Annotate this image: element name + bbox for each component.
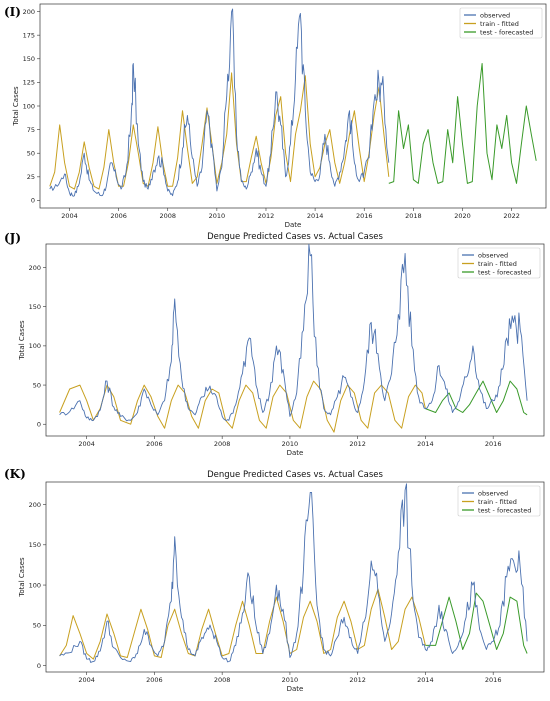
legend-label-train: train - fitted <box>480 20 519 28</box>
x-tick-label: 2010 <box>282 676 299 684</box>
x-tick-label: 2006 <box>110 212 127 220</box>
chart-title: Dengue Predicted Cases vs. Actual Cases <box>207 232 383 242</box>
series-line-observed <box>60 245 527 421</box>
x-axis-label: Date <box>285 221 302 229</box>
x-tick-label: 2006 <box>146 676 163 684</box>
y-tick-label: 100 <box>29 342 41 350</box>
legend-label-train: train - fitted <box>478 260 517 268</box>
x-tick-label: 2016 <box>485 676 502 684</box>
series-line-observed <box>60 484 527 663</box>
legend-label-test: test - forecasted <box>478 506 531 514</box>
x-tick-label: 2014 <box>417 440 434 448</box>
x-tick-label: 2008 <box>214 440 231 448</box>
x-tick-label: 2014 <box>417 676 434 684</box>
y-tick-label: 0 <box>37 421 41 429</box>
x-tick-label: 2010 <box>209 212 226 220</box>
legend-label-observed: observed <box>480 11 510 19</box>
panel-label: (I) <box>4 5 21 19</box>
series-line-train <box>60 381 426 432</box>
x-tick-label: 2016 <box>485 440 502 448</box>
x-tick-label: 2020 <box>454 212 471 220</box>
y-axis-label: Total Cases <box>18 320 26 361</box>
x-tick-label: 2016 <box>356 212 373 220</box>
x-tick-label: 2008 <box>214 676 231 684</box>
chart-panel-k: (K) Dengue Predicted Cases vs. Actual Cas… <box>4 467 544 693</box>
y-tick-label: 0 <box>37 662 41 670</box>
x-tick-label: 2006 <box>146 440 163 448</box>
x-tick-label: 2004 <box>61 212 78 220</box>
y-tick-label: 175 <box>23 31 35 39</box>
legend-label-train: train - fitted <box>478 498 517 506</box>
x-tick-label: 2008 <box>159 212 176 220</box>
x-tick-label: 2004 <box>78 440 95 448</box>
x-tick-label: 2014 <box>307 212 324 220</box>
y-tick-label: 200 <box>23 8 35 16</box>
legend-label-observed: observed <box>478 489 508 497</box>
y-tick-label: 150 <box>29 541 41 549</box>
legend-label-test: test - forecasted <box>478 268 531 276</box>
x-tick-label: 2010 <box>282 440 299 448</box>
legend-label-observed: observed <box>478 251 508 259</box>
series-line-test <box>425 593 527 653</box>
x-axis-label: Date <box>287 449 304 457</box>
x-axis-label: Date <box>287 685 304 693</box>
y-axis-label: Total Cases <box>12 86 20 127</box>
series-line-train <box>50 73 389 189</box>
y-tick-label: 50 <box>33 622 41 630</box>
y-tick-label: 100 <box>23 102 35 110</box>
y-tick-label: 0 <box>31 197 35 205</box>
y-tick-label: 100 <box>29 581 41 589</box>
y-tick-label: 50 <box>33 381 41 389</box>
panel-label: (J) <box>4 231 21 245</box>
y-tick-label: 200 <box>29 501 41 509</box>
x-tick-label: 2012 <box>349 676 366 684</box>
y-tick-label: 125 <box>23 79 35 87</box>
x-tick-label: 2004 <box>78 676 95 684</box>
series-line-test <box>389 64 536 184</box>
y-axis-label: Total Cases <box>18 557 26 598</box>
x-tick-label: 2012 <box>258 212 275 220</box>
chart-title: Dengue Predicted Cases vs. Actual Cases <box>207 470 383 480</box>
series-line-observed <box>50 9 389 196</box>
y-tick-label: 50 <box>27 150 35 158</box>
y-tick-label: 25 <box>27 173 35 181</box>
y-tick-label: 200 <box>29 264 41 272</box>
x-tick-label: 2018 <box>405 212 422 220</box>
x-tick-label: 2012 <box>349 440 366 448</box>
series-line-test <box>425 381 527 415</box>
panel-label: (K) <box>4 467 26 481</box>
chart-panel-j: (J) Dengue Predicted Cases vs. Actual Cas… <box>4 231 544 457</box>
y-tick-label: 75 <box>27 126 35 134</box>
legend-label-test: test - forecasted <box>480 28 533 36</box>
y-tick-label: 150 <box>23 55 35 63</box>
chart-panel-i: (I) 2004 2006 2008 2010 2012 2014 2016 2018 2020 2… <box>4 4 546 229</box>
x-tick-label: 2022 <box>503 212 520 220</box>
y-tick-label: 150 <box>29 303 41 311</box>
